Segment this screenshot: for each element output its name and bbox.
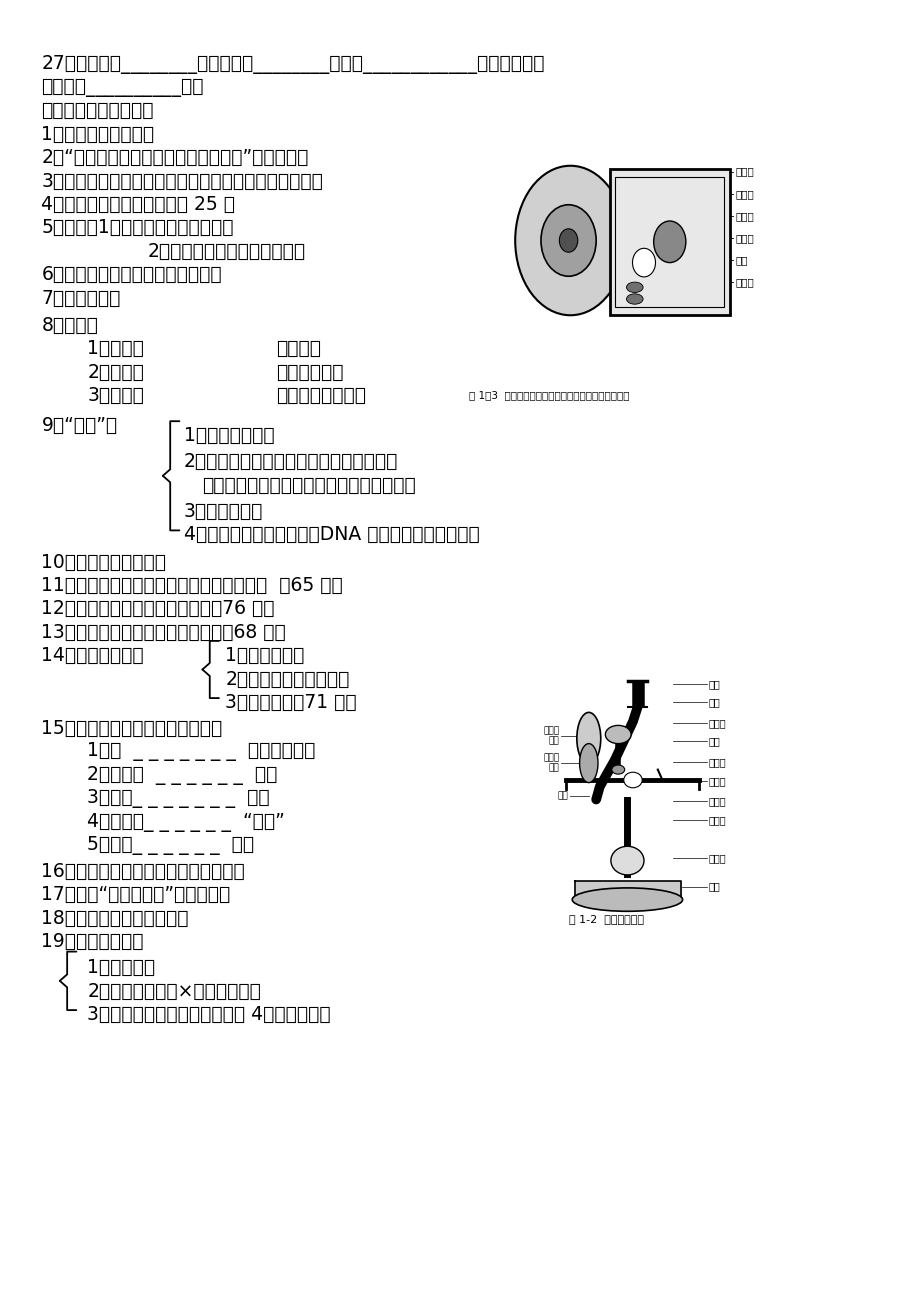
Text: 19、显微镜的使用: 19、显微镜的使用 bbox=[41, 932, 143, 952]
Text: 镜物台: 镜物台 bbox=[708, 757, 725, 767]
Text: 3、视野：目最多应选择哪一台 4、玻片的移动: 3、视野：目最多应选择哪一台 4、玻片的移动 bbox=[87, 1005, 331, 1024]
Text: 2、细胞核来自哪位？其他部分来自哪位？: 2、细胞核来自哪位？其他部分来自哪位？ bbox=[184, 452, 398, 472]
Text: 3、脂类_ _ _ _ _ _ _  油渍: 3、脂类_ _ _ _ _ _ _ 油渍 bbox=[87, 789, 270, 809]
Text: 16、探究：设计：鱼鳍在游泳时的作用: 16、探究：设计：鱼鳍在游泳时的作用 bbox=[41, 862, 244, 881]
Text: 粗准焦
螺旋: 粗准焦 螺旋 bbox=[542, 727, 559, 745]
Ellipse shape bbox=[540, 204, 596, 277]
Text: 液泡: 液泡 bbox=[735, 255, 748, 265]
Ellipse shape bbox=[515, 165, 625, 316]
Ellipse shape bbox=[605, 725, 630, 744]
Text: 卵细胞在哪位子宫内发育，它长的像哪位？: 卵细胞在哪位子宫内发育，它长的像哪位？ bbox=[202, 476, 415, 495]
Text: 4、食物链的连接，讨论：见 25 页: 4、食物链的连接，讨论：见 25 页 bbox=[41, 195, 235, 215]
Text: 13、根尖四区的细胞特征及功能。（68 页）: 13、根尖四区的细胞特征及功能。（68 页） bbox=[41, 623, 286, 642]
Text: 6、动植物细胞：结构、功能、区别: 6、动植物细胞：结构、功能、区别 bbox=[41, 265, 221, 285]
Text: 1、有几位母亲？: 1、有几位母亲？ bbox=[184, 426, 275, 446]
Ellipse shape bbox=[611, 764, 624, 774]
Polygon shape bbox=[574, 881, 680, 901]
Text: 10、细胞分裂的意义？: 10、细胞分裂的意义？ bbox=[41, 552, 166, 572]
Text: 27、病毒没有________结构，只有________外壳和____________组成。病毒只: 27、病毒没有________结构，只有________外壳和_________… bbox=[41, 55, 544, 74]
Text: 图 1＃3  动物细胞（左）和植物细胞（右）的基本结构: 图 1＃3 动物细胞（左）和植物细胞（右）的基本结构 bbox=[469, 390, 629, 400]
Text: 转换器: 转换器 bbox=[708, 718, 725, 728]
Text: 玻片夹: 玻片夹 bbox=[708, 815, 725, 826]
Text: 目镜: 目镜 bbox=[708, 679, 720, 689]
Ellipse shape bbox=[626, 294, 642, 304]
Text: 控制物质进出: 控制物质进出 bbox=[276, 363, 343, 382]
Text: 11、人体的四大组织，各自功能，基本组成  （65 页）: 11、人体的四大组织，各自功能，基本组成 （65 页） bbox=[41, 576, 343, 595]
Text: 2、物镜放大倍数×目镜放大倍数: 2、物镜放大倍数×目镜放大倍数 bbox=[87, 982, 261, 1001]
Text: 使光能变成化学能: 使光能变成化学能 bbox=[276, 386, 366, 406]
Text: 叶绿体: 叶绿体 bbox=[735, 277, 754, 287]
Text: 反光镜: 反光镜 bbox=[708, 853, 725, 863]
Text: 细胞膜: 细胞膜 bbox=[735, 188, 754, 199]
Text: 通光孔: 通光孔 bbox=[708, 776, 725, 786]
Text: 4、指出细胞核、染色体、DNA 和遗传信息间的关系。: 4、指出细胞核、染色体、DNA 和遗传信息间的关系。 bbox=[184, 525, 479, 545]
Text: 4、蛋白类_ _ _ _ _ _  “面筋”: 4、蛋白类_ _ _ _ _ _ “面筋” bbox=[87, 812, 285, 832]
Ellipse shape bbox=[572, 888, 682, 911]
Text: 3、农民为什么喜欢养猫，猫少了对三叶草有什么关系？: 3、农民为什么喜欢养猫，猫少了对三叶草有什么关系？ bbox=[41, 172, 323, 191]
Text: 物镜: 物镜 bbox=[708, 736, 720, 746]
Text: 细准焦
螺旋: 细准焦 螺旋 bbox=[542, 754, 559, 772]
Text: 图 1-2  显微镜的结构: 图 1-2 显微镜的结构 bbox=[568, 914, 643, 924]
Text: 2、叶绿体: 2、叶绿体 bbox=[87, 363, 144, 382]
Text: 9、“多莉”：: 9、“多莉”： bbox=[41, 416, 118, 436]
Ellipse shape bbox=[652, 221, 686, 263]
Text: 8、连线：: 8、连线： bbox=[41, 316, 98, 335]
Text: 能寄生在__________内。: 能寄生在__________内。 bbox=[41, 78, 204, 98]
Ellipse shape bbox=[576, 712, 600, 764]
Text: 镜臂: 镜臂 bbox=[557, 792, 568, 799]
Text: 1、光对鼠妇的影响。: 1、光对鼠妇的影响。 bbox=[41, 125, 154, 144]
Text: 2、“人间四月芳菲尽，山寺桃花始盛开”的科学解释: 2、“人间四月芳菲尽，山寺桃花始盛开”的科学解释 bbox=[41, 148, 309, 168]
Text: 1、设计实验。: 1、设计实验。 bbox=[225, 646, 304, 666]
Text: 细胞核: 细胞核 bbox=[735, 233, 754, 243]
Text: 14、实验：草履虫: 14、实验：草履虫 bbox=[41, 646, 144, 666]
Ellipse shape bbox=[579, 744, 597, 783]
Text: 3、应激性。（71 页）: 3、应激性。（71 页） bbox=[225, 693, 357, 712]
Text: 1、使用步骤: 1、使用步骤 bbox=[87, 958, 155, 978]
Text: 5、淠粉_ _ _ _ _ _  遇砘: 5、淠粉_ _ _ _ _ _ 遇砘 bbox=[87, 836, 255, 855]
Ellipse shape bbox=[623, 772, 641, 788]
Text: 5、比较：1、马与驴的外部形态特征: 5、比较：1、马与驴的外部形态特征 bbox=[41, 218, 233, 238]
Text: 15、实验设计：证明种子的成分。: 15、实验设计：证明种子的成分。 bbox=[41, 719, 222, 738]
Text: 3、线粒体: 3、线粒体 bbox=[87, 386, 144, 406]
Ellipse shape bbox=[626, 282, 642, 293]
Text: 1、细胞膜: 1、细胞膜 bbox=[87, 339, 144, 359]
FancyBboxPatch shape bbox=[609, 169, 729, 315]
Text: 镜座: 镜座 bbox=[708, 881, 720, 892]
Ellipse shape bbox=[610, 846, 643, 875]
Text: 细胞壁: 细胞壁 bbox=[735, 166, 754, 177]
Text: 2、无机物  _ _ _ _ _ _  灰烬: 2、无机物 _ _ _ _ _ _ 灰烬 bbox=[87, 766, 278, 785]
Text: 2、兔与猫的眼与环境的适应性: 2、兔与猫的眼与环境的适应性 bbox=[147, 242, 305, 261]
Text: 2、基本结构组成、功能: 2、基本结构组成、功能 bbox=[225, 670, 349, 689]
Text: 1、水  _ _ _ _ _ _ _  试管内有水珠: 1、水 _ _ _ _ _ _ _ 试管内有水珠 bbox=[87, 742, 315, 762]
Text: 3、得出结论。: 3、得出结论。 bbox=[184, 502, 263, 521]
Text: 12、植物体及人体的结构层次。（76 页）: 12、植物体及人体的结构层次。（76 页） bbox=[41, 599, 275, 619]
Text: 细胞质: 细胞质 bbox=[735, 211, 754, 221]
Ellipse shape bbox=[632, 248, 654, 277]
Text: 镜筒: 镜筒 bbox=[708, 697, 720, 707]
Text: 动力车间: 动力车间 bbox=[276, 339, 321, 359]
Text: 三、综合分析，实验题: 三、综合分析，实验题 bbox=[41, 101, 153, 121]
Text: 透光镜: 透光镜 bbox=[708, 796, 725, 806]
Text: 18、植物对空气湿度的影响: 18、植物对空气湿度的影响 bbox=[41, 909, 188, 928]
Text: 17、你对“生物圈二号”有哪些了解: 17、你对“生物圈二号”有哪些了解 bbox=[41, 885, 231, 905]
Ellipse shape bbox=[559, 229, 577, 252]
Text: 7、三种玻片：: 7、三种玻片： bbox=[41, 289, 120, 308]
